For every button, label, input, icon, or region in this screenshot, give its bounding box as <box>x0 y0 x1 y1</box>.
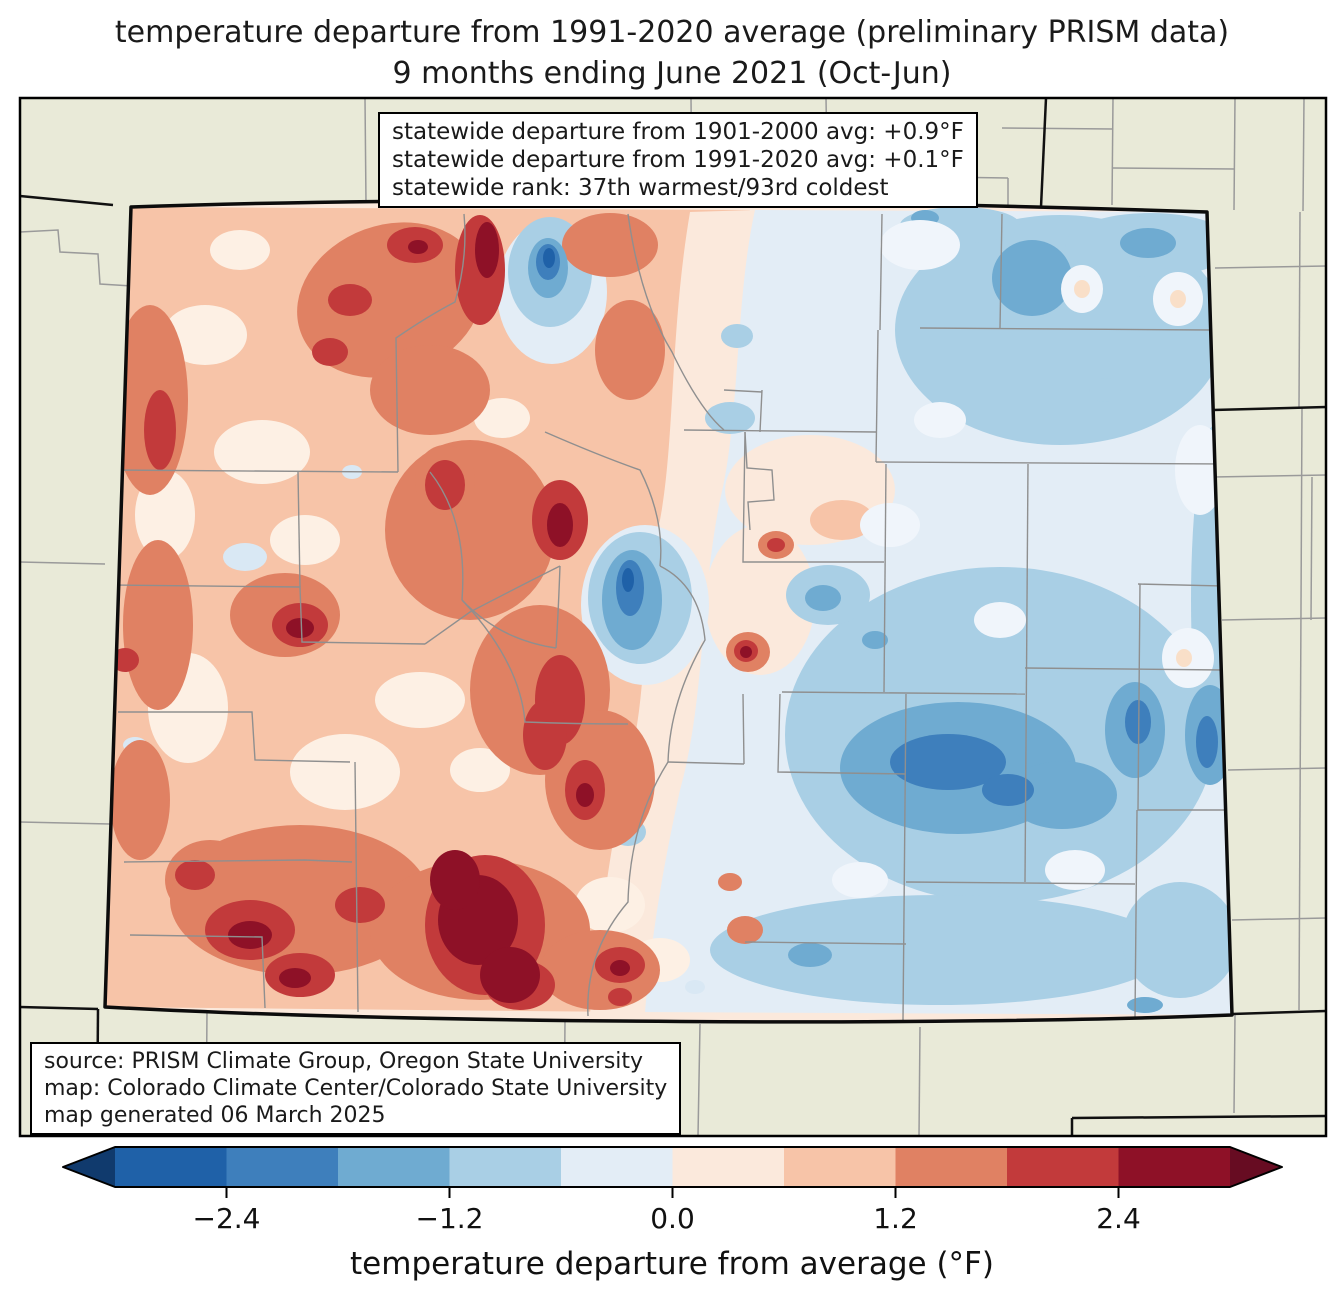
pale-spots-east <box>832 220 1225 898</box>
colorbar-tick-label: −1.2 <box>416 1202 484 1235</box>
colorbar-segment <box>338 1147 450 1187</box>
colorbar-segments <box>115 1147 1230 1187</box>
colorbar-segment <box>672 1147 784 1187</box>
colorbar-segment <box>115 1147 227 1187</box>
colorbar-segment <box>449 1147 561 1187</box>
colorbar-over-arrow <box>1230 1147 1282 1187</box>
colorbar-tick-label: 2.4 <box>1096 1202 1141 1235</box>
colorbar-segment <box>784 1147 896 1187</box>
source-line-3: map generated 06 March 2025 <box>44 1103 386 1128</box>
contour-cool-4 <box>543 248 634 592</box>
colorbar-tick-label: −2.4 <box>193 1202 261 1235</box>
colorbar-segment <box>1007 1147 1119 1187</box>
colorbar-tick-label: 0.0 <box>650 1202 695 1235</box>
stats-line-3: statewide rank: 37th warmest/93rd coldes… <box>392 175 889 201</box>
colorbar-segment <box>895 1147 1007 1187</box>
colorbar-segment <box>561 1147 673 1187</box>
colorbar-ticks <box>225 1187 1120 1198</box>
stats-line-2: statewide departure from 1991-2020 avg: … <box>392 147 964 173</box>
contour-warm-4 <box>228 222 752 1003</box>
colorbar-segment <box>226 1147 338 1187</box>
title-line-2: 9 months ending June 2021 (Oct-Jun) <box>392 56 952 91</box>
statewide-stats-box: statewide departure from 1901-2000 avg: … <box>378 112 978 208</box>
source-line-2: map: Colorado Climate Center/Colorado St… <box>44 1076 668 1101</box>
source-line-1: source: PRISM Climate Group, Oregon Stat… <box>44 1049 644 1074</box>
colorbar-outline <box>62 1146 1283 1188</box>
figure-title: temperature departure from 1991-2020 ave… <box>0 12 1344 94</box>
colorbar-tick-label: 1.2 <box>873 1202 918 1235</box>
title-line-1: temperature departure from 1991-2020 ave… <box>114 15 1230 50</box>
stats-line-1: statewide departure from 1901-2000 avg: … <box>392 119 964 145</box>
colorbar-under-arrow <box>63 1147 115 1187</box>
peach-centers-east <box>1074 280 1192 667</box>
colorbar-axis-label: temperature departure from average (°F) <box>350 1246 994 1282</box>
county-lines <box>107 213 1230 1021</box>
prism-contour-fill <box>105 200 1232 1022</box>
source-credits-box: source: PRISM Climate Group, Oregon Stat… <box>30 1042 682 1135</box>
colorbar-segment <box>1118 1147 1230 1187</box>
plot-frame <box>18 96 1328 1138</box>
colorbar: −2.4 −1.2 0.0 1.2 2.4 temperature depart… <box>62 1146 1283 1282</box>
